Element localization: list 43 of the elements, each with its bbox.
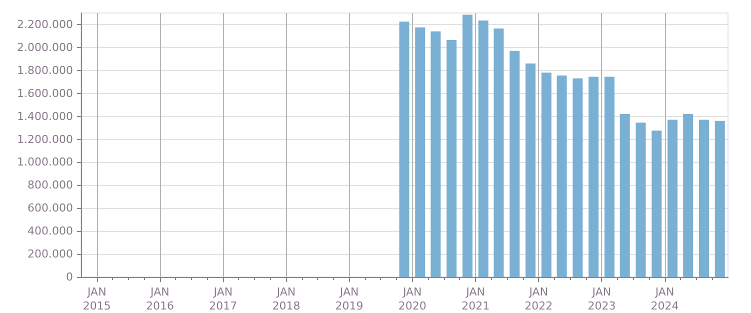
y-tick-label: 1.200.000 [17,132,73,146]
y-tick-label: 2.200.000 [17,18,73,31]
bar [714,120,725,277]
bar [572,78,583,277]
x-tick-label: JAN 2015 [82,286,111,312]
x-tick-label: JAN 2020 [398,286,426,312]
bar [494,28,504,277]
y-tick-label: 1.600.000 [17,86,73,100]
y-tick-label: 800.000 [28,178,73,192]
x-tick-label: JAN 2023 [588,286,616,312]
bar [446,40,457,277]
bar [478,20,488,277]
x-tick-label: JAN 2018 [272,286,300,312]
bar [683,114,694,277]
bar [604,76,614,277]
x-tick-label: JAN 2019 [335,286,364,312]
x-tick-label: JAN 2024 [650,286,679,312]
bar [556,76,567,277]
bar [636,122,646,277]
y-tick-label: 600.000 [28,202,73,215]
y-tick-label: 200.000 [28,248,73,261]
y-tick-label: 2.000.000 [17,40,73,54]
bar [430,31,441,277]
x-tick-label: JAN 2016 [146,286,174,312]
x-tick-label: JAN 2017 [209,286,238,312]
bar [541,72,552,277]
bar [620,114,630,277]
y-tick-label: 400.000 [28,224,73,238]
y-tick-label: 1.000.000 [17,156,73,169]
y-tick-label: 1.400.000 [17,110,73,123]
bar [652,130,662,277]
bar [698,120,709,277]
x-tick-label: JAN 2022 [524,286,553,312]
bar [588,76,599,277]
bar [526,64,536,277]
y-tick-label: 1.800.000 [17,64,73,77]
y-tick-label: 0 [66,270,73,284]
bar [510,50,520,277]
bar [462,14,472,277]
x-tick-label: JAN 2021 [462,286,490,312]
bar [668,120,678,277]
bar [415,27,426,277]
bar [399,22,410,277]
